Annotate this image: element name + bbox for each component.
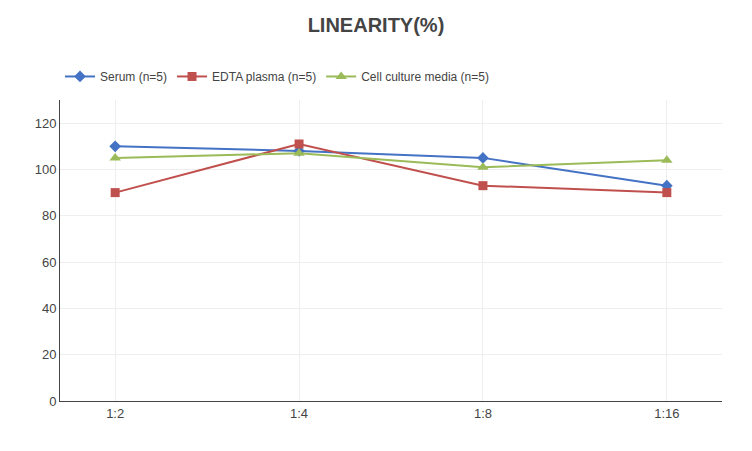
svg-text:Cell culture media (n=5): Cell culture media (n=5) xyxy=(361,70,489,84)
svg-text:1:2: 1:2 xyxy=(106,406,124,421)
svg-text:1:4: 1:4 xyxy=(290,406,308,421)
svg-text:120: 120 xyxy=(35,116,57,131)
svg-text:LINEARITY(%): LINEARITY(%) xyxy=(308,14,445,36)
svg-text:1:8: 1:8 xyxy=(474,406,492,421)
svg-text:80: 80 xyxy=(42,208,56,223)
svg-text:100: 100 xyxy=(35,162,57,177)
svg-text:EDTA plasma (n=5): EDTA plasma (n=5) xyxy=(212,70,316,84)
svg-text:1:16: 1:16 xyxy=(654,406,679,421)
svg-text:40: 40 xyxy=(42,301,56,316)
svg-text:60: 60 xyxy=(42,255,56,270)
svg-text:0: 0 xyxy=(49,394,56,409)
svg-text:Serum (n=5): Serum (n=5) xyxy=(100,70,167,84)
svg-text:20: 20 xyxy=(42,347,56,362)
